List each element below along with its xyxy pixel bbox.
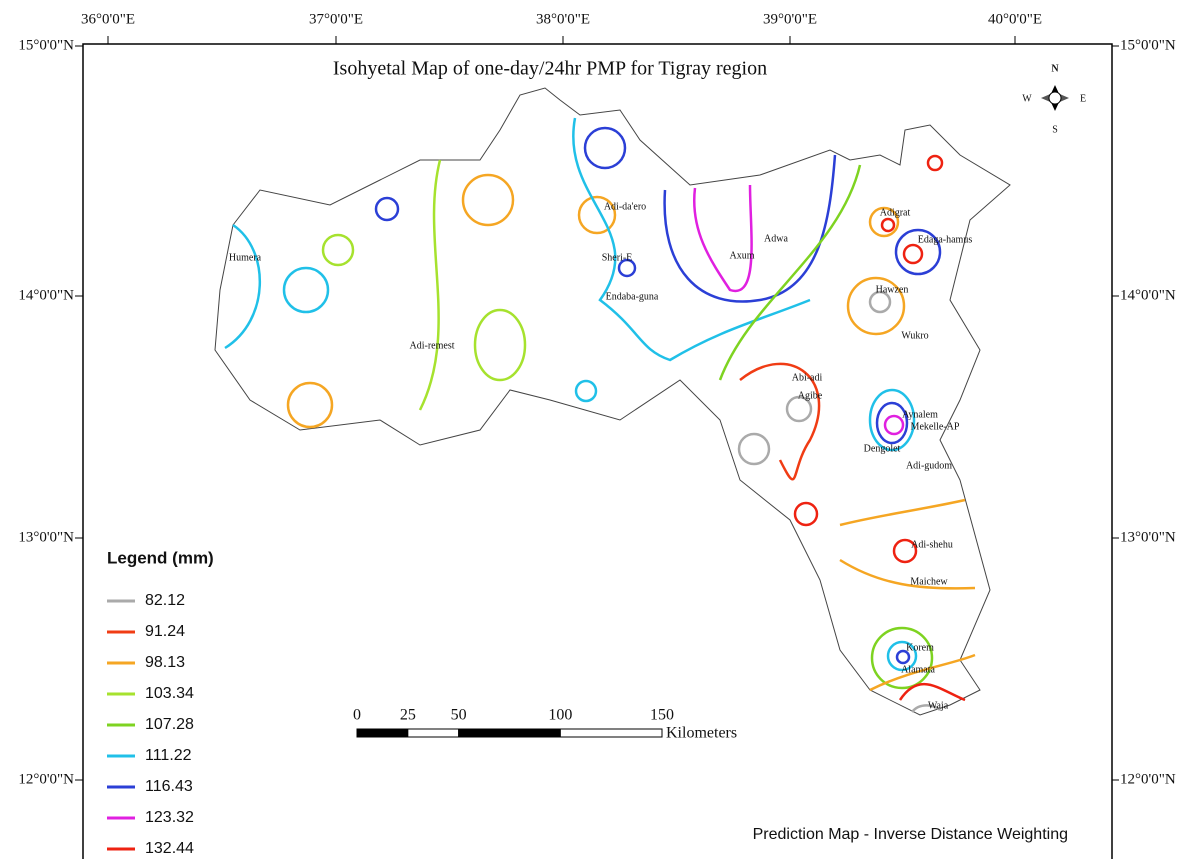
place-label: Edaga-hamus <box>918 234 973 245</box>
place-label: Wukro <box>901 330 928 341</box>
map-title: Isohyetal Map of one-day/24hr PMP for Ti… <box>333 58 767 80</box>
place-label: Adi-remest <box>410 340 455 351</box>
latitude-label: 15°0'0"N <box>1120 37 1176 53</box>
scale-segment <box>356 728 409 738</box>
south-label: S <box>1052 124 1058 135</box>
place-label: Adigrat <box>880 207 911 218</box>
north-arrow: N E S W <box>1022 63 1086 135</box>
place-label: Abi-adi <box>792 372 823 383</box>
footer: Prediction Map - Inverse Distance Weight… <box>753 826 1068 843</box>
place-label: Sheri-E <box>602 252 633 263</box>
legend-label: 107.28 <box>145 716 194 733</box>
longitude-label: 40°0'0"E <box>988 11 1042 27</box>
scale-label: 100 <box>548 707 572 724</box>
latitude-label: 14°0'0"N <box>18 287 74 303</box>
scale-label: 25 <box>400 707 416 724</box>
latitude-label: 13°0'0"N <box>18 529 74 545</box>
latitude-label: 13°0'0"N <box>1120 529 1176 545</box>
latitude-label: 15°0'0"N <box>18 37 74 53</box>
north-label: N <box>1051 63 1059 74</box>
legend-label: 132.44 <box>145 840 194 857</box>
scale-label: 50 <box>451 707 467 724</box>
legend-title: Legend (mm) <box>107 548 214 567</box>
latitude-label: 12°0'0"N <box>18 771 74 787</box>
scale-unit: Kilometers <box>666 725 737 742</box>
place-label: Agibe <box>798 390 823 401</box>
place-label: Adi-da'ero <box>604 201 646 212</box>
region <box>214 87 1011 716</box>
legend-label: 91.24 <box>145 623 185 640</box>
place-label: Korem <box>906 642 934 653</box>
place-label: Aynalem <box>902 409 938 420</box>
place-label: Axum <box>730 250 755 261</box>
scale-segment <box>407 728 460 738</box>
latitude-label: 14°0'0"N <box>1120 287 1176 303</box>
legend-label: 123.32 <box>145 809 194 826</box>
legend-label: 103.34 <box>145 685 194 702</box>
place-label: Dengolet <box>864 443 901 454</box>
scale-segment <box>559 728 663 738</box>
place-label: Adi-shehu <box>911 539 953 550</box>
longitude-label: 39°0'0"E <box>763 11 817 27</box>
longitude-label: 38°0'0"E <box>536 11 590 27</box>
legend-label: 98.13 <box>145 654 185 671</box>
latitude-label: 12°0'0"N <box>1120 771 1176 787</box>
longitude-label: 37°0'0"E <box>309 11 363 27</box>
place-label: Adi-gudom <box>906 460 952 471</box>
west-label: W <box>1022 93 1032 104</box>
place-label: Maichew <box>910 576 948 587</box>
place-label: Waja <box>928 700 949 711</box>
legend-label: 82.12 <box>145 592 185 609</box>
scale-label: 0 <box>353 707 361 724</box>
east-label: E <box>1080 93 1086 104</box>
scale-segment <box>458 728 561 738</box>
longitude-label: 36°0'0"E <box>81 11 135 27</box>
place-label: Mekelle-AP <box>911 421 960 432</box>
place-label: Adwa <box>764 233 788 244</box>
place-label: Endaba-guna <box>606 291 659 302</box>
legend-label: 111.22 <box>145 747 192 764</box>
place-label: Alamata <box>901 664 935 675</box>
place-label: Humera <box>229 252 262 263</box>
place-label: Hawzen <box>876 284 909 295</box>
legend-label: 116.43 <box>145 778 193 795</box>
scale-label: 150 <box>650 707 674 724</box>
